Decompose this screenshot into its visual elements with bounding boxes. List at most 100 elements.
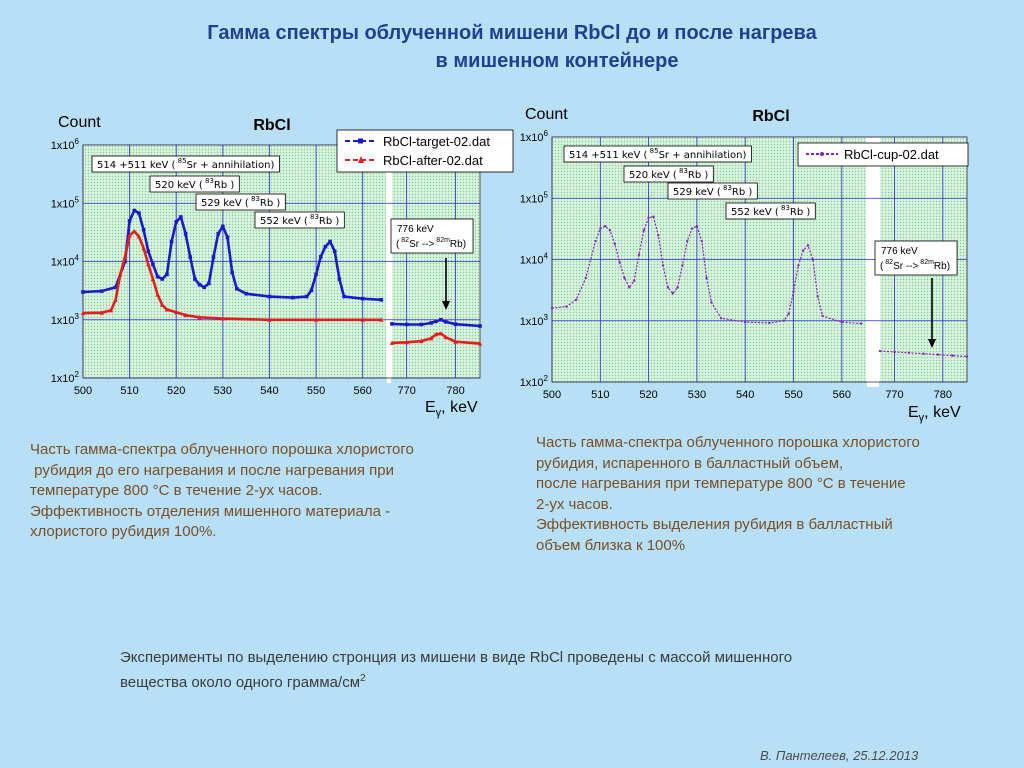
series-point — [686, 239, 689, 243]
legend-label: RbCl-target-02.dat — [383, 134, 490, 149]
series-point — [113, 285, 118, 290]
series-point — [782, 319, 786, 322]
x-tick-label: 550 — [307, 385, 325, 397]
series-point — [230, 270, 234, 275]
axis-break — [867, 378, 879, 387]
caption-bottom-line1: Эксперименты по выделению стронция из ми… — [120, 649, 793, 666]
series-point — [183, 231, 188, 236]
peak-label-element: Rb ) — [688, 170, 708, 181]
x-tick-label: 780 — [934, 389, 952, 401]
series-point — [141, 228, 146, 232]
series-point — [80, 310, 86, 316]
series-point — [216, 231, 220, 236]
peak-label-isotope: 85 — [647, 147, 658, 155]
peak-label-776-box — [390, 218, 474, 254]
series-point — [792, 290, 795, 293]
caption-right-line: 2-ух часов. — [536, 495, 613, 513]
peak-label-element: Rb ) — [214, 180, 234, 191]
series-point — [221, 224, 225, 229]
y-tick-label: 1x102 — [51, 370, 80, 385]
series-point — [183, 312, 188, 318]
series-point — [136, 233, 142, 239]
legend-marker — [820, 152, 824, 156]
series-point — [690, 227, 694, 230]
peak-label-isotope: 83 — [203, 177, 214, 185]
y-tick-label: 1x105 — [520, 190, 549, 205]
series-point — [768, 321, 771, 325]
series-point — [642, 229, 645, 232]
caption-right-line: Эффективность выделения рубидия в баллас… — [536, 516, 893, 533]
peak-label-text: 514 +511 keV ( — [97, 160, 176, 171]
series-point — [127, 218, 132, 223]
series-point — [81, 290, 85, 294]
peak-label-776: 776 keV — [397, 224, 434, 235]
series-point — [787, 312, 790, 315]
series-point — [632, 279, 636, 282]
series-point — [438, 331, 444, 336]
series-point — [661, 264, 665, 267]
series-point — [342, 294, 346, 299]
series-point — [137, 211, 141, 215]
caption-bottom: Эксперименты по выделению стронция из ми… — [120, 648, 940, 693]
y-tick-exponent: 5 — [75, 195, 80, 204]
chart-title: RbCl — [752, 108, 789, 125]
author-signature: В. Пантелеев, 25.12.2013 — [760, 748, 919, 763]
series-point — [840, 320, 844, 324]
series-point — [169, 239, 174, 244]
decay-open: ( — [396, 239, 400, 250]
peak-label-element: Rb ) — [790, 207, 810, 218]
series-point — [174, 309, 179, 315]
legend-label: RbCl-after-02.dat — [383, 153, 483, 168]
caption-bottom-line2-text: вещества около одного грамма/см — [120, 673, 360, 691]
series-point — [478, 324, 482, 328]
series-point — [132, 208, 137, 213]
series-point — [922, 352, 925, 355]
y-tick-base: 1x10 — [51, 198, 75, 210]
x-axis-label-unit: , keV — [924, 404, 961, 421]
legend-marker — [358, 156, 364, 163]
y-tick-base: 1x10 — [51, 315, 75, 327]
y-tick-base: 1x10 — [520, 377, 544, 389]
series-point — [207, 281, 211, 286]
series-point — [821, 314, 824, 318]
y-tick-label: 1x104 — [51, 254, 80, 269]
peak-label: 520 keV ( 83Rb ) — [155, 177, 234, 191]
series-point — [313, 317, 319, 322]
y-tick-exponent: 3 — [544, 313, 549, 322]
peak-annotations: 514 +511 keV ( 85Sr + annihilation) 520 k… — [91, 155, 474, 254]
series-point — [179, 215, 183, 219]
y-tick-base: 1x10 — [51, 257, 75, 269]
axis-break — [387, 374, 391, 383]
series-point — [681, 264, 684, 267]
series-point — [318, 255, 323, 259]
series-point — [806, 244, 810, 247]
series-point — [304, 294, 309, 299]
y-tick-label: 1x102 — [520, 374, 549, 389]
x-tick-label: 500 — [543, 389, 561, 401]
peak-label-box — [623, 165, 714, 183]
series-point — [332, 249, 337, 254]
decay-element: Sr --> — [409, 239, 434, 250]
legend-box — [797, 142, 969, 167]
peak-label: 520 keV ( 83Rb ) — [629, 167, 708, 181]
y-tick-base: 1x10 — [51, 140, 75, 152]
series-point — [174, 220, 179, 224]
series-point — [710, 301, 713, 304]
series-point — [419, 322, 424, 327]
peak-label: 552 keV ( 83Rb ) — [731, 204, 810, 218]
peak-annotations: 514 +511 keV ( 85Sr + annihilation) 520 k… — [563, 145, 958, 276]
peak-label-box — [254, 211, 345, 229]
series-point — [360, 296, 365, 301]
series-blue — [81, 208, 482, 328]
decay-isotope2: 82m — [434, 237, 450, 244]
legend-marker — [358, 138, 363, 144]
x-tick-label: 540 — [260, 385, 278, 397]
series-point — [666, 286, 670, 289]
series-point — [965, 355, 969, 358]
arrow-head — [928, 339, 936, 348]
caption-right: Часть гамма-спектра облученного порошка … — [536, 433, 1016, 556]
plot-frame — [551, 136, 968, 383]
series-point — [160, 277, 165, 281]
